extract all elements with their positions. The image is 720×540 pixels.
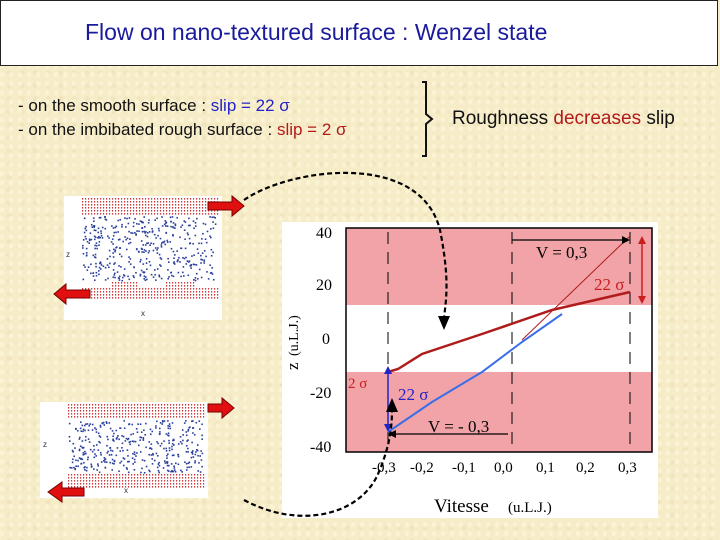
brace-icon <box>422 81 434 157</box>
sim-bottom-z-label: z <box>43 440 47 449</box>
x-tick-label: 0,2 <box>576 460 595 476</box>
y-axis-units: (u.L.J.) <box>287 315 302 356</box>
v-top-label: V = 0,3 <box>536 243 587 262</box>
v-bottom-label: V = - 0,3 <box>428 417 489 436</box>
conclusion-pre: Roughness <box>452 108 554 129</box>
x-ticks: -0,3 -0,2 -0,1 0,0 0,1 0,2 0,3 <box>372 460 637 476</box>
rough-surface-line: - on the imbibated rough surface : slip … <box>18 120 347 140</box>
x-tick-label: -0,2 <box>410 460 434 476</box>
smooth-surface-profile <box>387 313 563 433</box>
slip-smooth-bottom-label: 22 σ <box>398 385 428 404</box>
arrowhead-icon <box>438 316 450 330</box>
smooth-surface-line: - on the smooth surface : slip = 22 σ <box>18 96 290 116</box>
y-tick-label: -20 <box>310 385 331 402</box>
smooth-surface-label: - on the smooth surface : <box>18 96 211 115</box>
velocity-profile-plot: 40 20 0 -20 -40 -0,3 -0,2 -0,1 0,0 0,1 0… <box>282 222 658 518</box>
slide-title: Flow on nano-textured surface : Wenzel s… <box>85 19 548 45</box>
rough-band-top <box>346 228 652 305</box>
x-axis-label: Vitesse <box>434 496 489 517</box>
y-tick-label: 0 <box>322 331 330 348</box>
x-tick-label: 0,3 <box>618 460 637 476</box>
y-ticks: 40 20 0 -20 -40 <box>310 225 332 456</box>
conclusion-post: slip <box>641 108 675 129</box>
y-tick-label: -40 <box>310 439 331 456</box>
y-tick-label: 40 <box>316 225 332 242</box>
conclusion-highlight: decreases <box>553 108 642 129</box>
x-tick-label: 0,1 <box>536 460 555 476</box>
smooth-slip-value: slip = 22 σ <box>210 96 290 115</box>
y-axis-label: z <box>283 362 302 370</box>
connector-top-arrow <box>243 171 448 319</box>
rough-surface-profile <box>387 290 631 374</box>
arrowhead-icon <box>384 366 392 374</box>
x-tick-label: 0,0 <box>494 460 513 476</box>
sim-top-x-label: x <box>141 309 145 318</box>
rough-extrapolation-line <box>521 235 631 341</box>
flow-arrow-right-icon <box>207 396 235 420</box>
rough-surface-label: - on the imbibated rough surface : <box>18 120 277 139</box>
smooth-simulation-image <box>82 198 219 299</box>
y-tick-label: 20 <box>316 277 332 294</box>
conclusion-text: Roughness decreases slip <box>452 108 675 130</box>
v-bottom-arrowhead <box>388 430 396 438</box>
arrowhead-icon <box>384 424 392 432</box>
plot-frame <box>345 227 653 453</box>
arrowhead-icon <box>638 296 646 304</box>
arrowhead-icon <box>386 398 398 412</box>
sim-bottom-x-label: x <box>124 486 128 495</box>
arrowhead-icon <box>638 236 646 244</box>
flow-arrow-right-icon <box>207 194 245 218</box>
rough-simulation-image <box>68 404 205 488</box>
connector-bottom-arrow <box>243 407 394 517</box>
slip-smooth-top-label: 22 σ <box>594 275 624 294</box>
v-top-arrowhead <box>622 236 630 244</box>
sim-top-z-label: z <box>66 250 70 259</box>
slip-rough-label: 2 σ <box>348 376 367 392</box>
smooth-simulation-snapshot: z x <box>64 196 222 320</box>
title-box: Flow on nano-textured surface : Wenzel s… <box>0 0 718 66</box>
flow-arrow-left-icon <box>53 282 91 306</box>
x-tick-label: -0,1 <box>452 460 476 476</box>
flow-arrow-left-icon <box>47 481 85 503</box>
rough-simulation-snapshot: z x <box>40 402 208 498</box>
x-axis-units: (u.L.J.) <box>508 500 552 516</box>
rough-slip-value: slip = 2 σ <box>276 120 347 139</box>
